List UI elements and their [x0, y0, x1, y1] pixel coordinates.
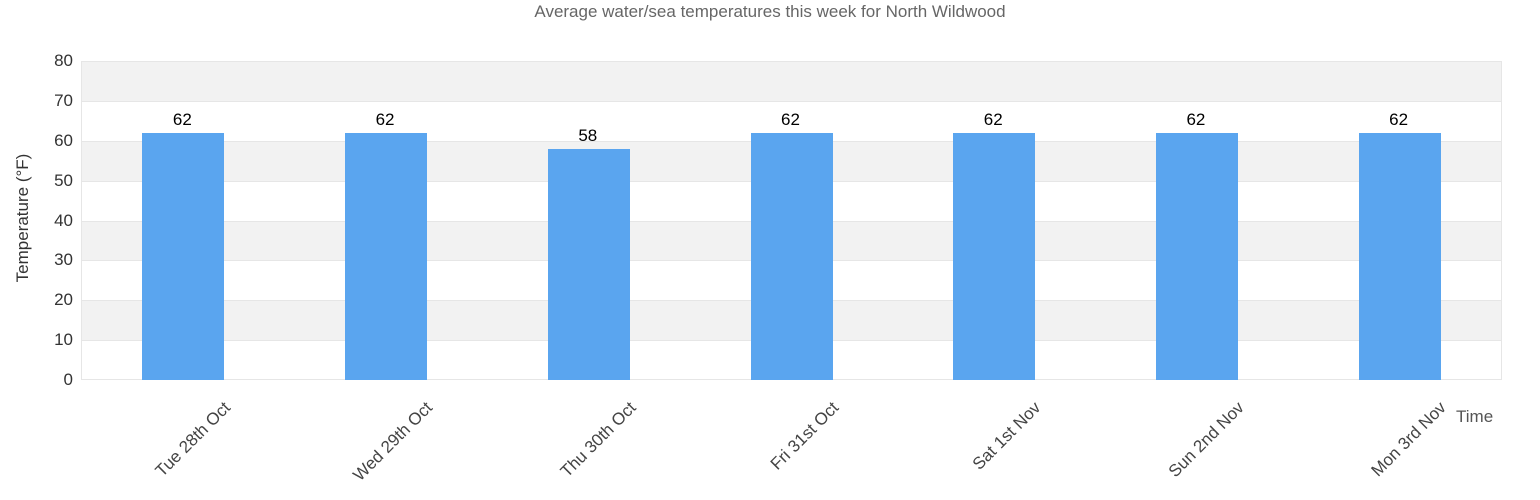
y-tick-label: 20 [54, 290, 73, 310]
bar-sun-2nd-nov[interactable] [1155, 132, 1238, 380]
y-tick-label: 60 [54, 130, 73, 150]
x-tick-label: Sun 2nd Nov [1164, 398, 1248, 481]
bar-thu-30th-oct[interactable] [547, 148, 630, 380]
bar-value-label: 62 [781, 109, 800, 129]
bar-sat-1st-nov[interactable] [953, 132, 1036, 380]
x-tick-label: Thu 30th Oct [556, 398, 640, 481]
y-tick-label: 80 [54, 51, 73, 70]
y-tick-label: 0 [63, 370, 73, 389]
y-tick-label: 40 [54, 210, 73, 230]
x-tick-label: Mon 3rd Nov [1367, 398, 1451, 481]
bar-value-label: 62 [172, 109, 192, 129]
chart-title: Average water/sea temperatures this week… [534, 2, 1006, 21]
bar-value-label: 62 [375, 109, 395, 129]
bar-value-label: 62 [983, 109, 1003, 129]
gridline [82, 61, 1501, 62]
bar-tue-28th-oct[interactable] [142, 132, 225, 380]
bar-mon-3rd-nov[interactable] [1358, 132, 1441, 380]
x-tick-label: Wed 29th Oct [349, 398, 437, 485]
gridline [82, 100, 1501, 102]
x-tick-label: Tue 28th Oct [151, 398, 234, 481]
x-axis-title: Time [1456, 407, 1494, 426]
bar-value-label: 58 [578, 125, 598, 145]
bar-value-label: 62 [1389, 109, 1409, 129]
y-tick-label: 10 [54, 330, 73, 350]
bar-value-label: 62 [1186, 109, 1206, 129]
bar-fri-31st-oct[interactable] [750, 132, 833, 380]
x-tick-label: Sat 1st Nov [969, 398, 1045, 474]
y-tick-label: 50 [54, 170, 73, 190]
y-tick-label: 30 [54, 250, 73, 270]
bar-wed-29th-oct[interactable] [345, 132, 428, 380]
plot-area [81, 61, 1502, 380]
x-tick-label: Fri 31st Oct [766, 398, 842, 474]
y-tick-label: 70 [54, 90, 73, 110]
plot-band [82, 61, 1501, 101]
